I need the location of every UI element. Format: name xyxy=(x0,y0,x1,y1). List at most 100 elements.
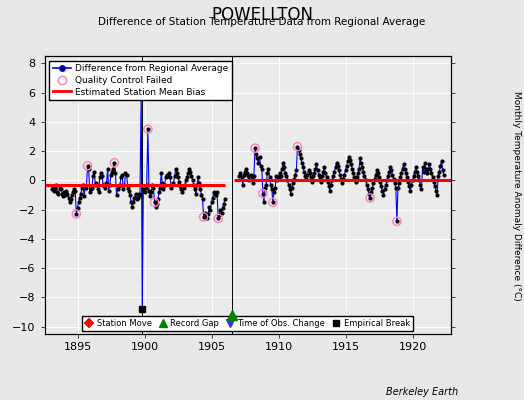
Point xyxy=(247,174,256,181)
Point xyxy=(313,167,322,173)
Point xyxy=(384,173,392,179)
Point xyxy=(214,215,222,222)
Point xyxy=(60,189,68,195)
Point xyxy=(280,164,288,170)
Point xyxy=(134,195,142,201)
Point xyxy=(261,184,269,191)
Point xyxy=(191,186,199,192)
Point xyxy=(168,182,177,188)
Point xyxy=(345,154,353,160)
Point xyxy=(170,173,179,179)
Point xyxy=(108,168,116,175)
Point xyxy=(250,173,258,179)
Point xyxy=(156,184,164,191)
Point xyxy=(340,171,348,178)
Point xyxy=(288,184,296,191)
Legend: Station Move, Record Gap, Time of Obs. Change, Empirical Break: Station Move, Record Gap, Time of Obs. C… xyxy=(82,316,413,331)
Point xyxy=(52,182,60,188)
Point xyxy=(297,155,305,162)
Point xyxy=(172,170,181,176)
Point xyxy=(66,199,74,206)
Point xyxy=(91,182,100,188)
Point xyxy=(293,144,302,150)
Point xyxy=(140,189,149,195)
Point xyxy=(390,180,399,186)
Point xyxy=(121,170,129,176)
Point xyxy=(287,190,295,197)
Point xyxy=(102,180,111,186)
Point xyxy=(322,174,331,181)
Point xyxy=(434,173,442,179)
Point xyxy=(279,160,287,166)
Point xyxy=(310,170,319,176)
Point xyxy=(115,183,123,190)
Point xyxy=(219,205,227,211)
Point xyxy=(189,182,198,188)
Point xyxy=(381,182,390,188)
Point xyxy=(169,180,178,186)
Point xyxy=(359,168,367,175)
Point xyxy=(251,145,259,151)
Point xyxy=(398,166,407,172)
Point xyxy=(194,174,202,181)
Point xyxy=(402,170,410,176)
Point xyxy=(432,188,440,194)
Point xyxy=(81,183,90,190)
Point xyxy=(117,174,125,181)
Point xyxy=(289,180,297,186)
Point xyxy=(141,184,150,191)
Text: Monthly Temperature Anomaly Difference (°C): Monthly Temperature Anomaly Difference (… xyxy=(512,91,521,301)
Point xyxy=(298,160,306,166)
Point xyxy=(184,170,192,176)
Point xyxy=(282,173,290,179)
Point xyxy=(408,177,417,184)
Point xyxy=(430,179,438,185)
Point xyxy=(377,183,386,190)
Point xyxy=(372,171,380,178)
Point xyxy=(61,192,69,198)
Point xyxy=(73,205,82,211)
Point xyxy=(154,196,162,202)
Point xyxy=(325,183,333,190)
Point xyxy=(309,173,318,179)
Point xyxy=(209,195,217,201)
Point xyxy=(425,161,433,168)
Point xyxy=(144,126,152,132)
Point xyxy=(396,174,405,181)
Point xyxy=(251,145,259,151)
Point xyxy=(105,188,113,194)
Point xyxy=(151,204,160,210)
Point xyxy=(145,188,153,194)
Point xyxy=(123,171,131,178)
Point xyxy=(315,174,324,181)
Point xyxy=(56,184,64,191)
Point xyxy=(332,160,341,166)
Point xyxy=(127,199,135,206)
Point xyxy=(150,199,159,206)
Point xyxy=(69,189,77,195)
Point xyxy=(124,184,132,191)
Point xyxy=(129,199,137,206)
Point xyxy=(237,174,246,181)
Point xyxy=(221,196,229,202)
Point xyxy=(120,182,128,188)
Point xyxy=(175,179,183,185)
Point xyxy=(200,214,208,220)
Point xyxy=(86,186,95,192)
Point xyxy=(417,186,425,192)
Point xyxy=(366,195,374,201)
Point xyxy=(344,158,352,164)
Point xyxy=(379,192,388,198)
Point xyxy=(409,173,418,179)
Point xyxy=(192,190,200,197)
Point xyxy=(435,168,444,175)
Point xyxy=(420,168,428,175)
Point xyxy=(252,151,260,157)
Point xyxy=(84,166,93,172)
Point xyxy=(364,186,372,192)
Point xyxy=(272,173,280,179)
Point xyxy=(373,167,381,173)
Point xyxy=(183,174,191,181)
Point xyxy=(268,186,276,192)
Point xyxy=(413,168,421,175)
